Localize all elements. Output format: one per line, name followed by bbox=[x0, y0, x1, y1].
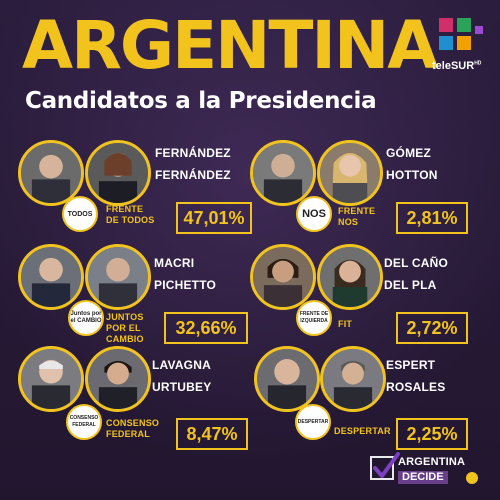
decide-line-1: ARGENTINA bbox=[398, 456, 466, 468]
party-name: DESPERTAR bbox=[334, 426, 391, 437]
party-line-1: DESPERTAR bbox=[334, 426, 391, 436]
party-logo-juntos: Juntos por el CAMBIO bbox=[68, 300, 104, 336]
argentina-decide-logo: ARGENTINA DECIDE bbox=[370, 452, 482, 488]
candidate-card-macri: Juntos por el CAMBIO MACRI PICHETTO JUNT… bbox=[18, 240, 248, 352]
candidate-photo-2 bbox=[85, 346, 151, 412]
candidate-names: ESPERT ROSALES bbox=[386, 354, 445, 398]
candidate-name-1: LAVAGNA bbox=[152, 358, 211, 372]
party-line-2: POR EL bbox=[106, 323, 141, 333]
candidate-name-2: FERNÁNDEZ bbox=[155, 168, 231, 182]
party-name: CONSENSO FEDERAL bbox=[106, 418, 159, 440]
candidate-name-2: URTUBEY bbox=[152, 380, 212, 394]
candidate-photo-2 bbox=[85, 140, 151, 206]
telesur-logo bbox=[439, 18, 483, 50]
candidate-name-2: DEL PLA bbox=[384, 278, 437, 292]
telesur-wordmark: teleSURHD bbox=[432, 60, 481, 72]
checkmark-icon bbox=[373, 452, 400, 478]
party-logo-text: DESPERTAR bbox=[297, 418, 329, 425]
party-logo-text: NOS bbox=[302, 207, 326, 220]
party-line-2: FEDERAL bbox=[106, 429, 150, 439]
vote-percent: 2,72% bbox=[396, 312, 468, 344]
party-line-3: CAMBIO bbox=[106, 334, 144, 344]
checkbox-icon bbox=[370, 456, 394, 480]
decide-line-2: DECIDE bbox=[398, 471, 448, 484]
candidate-names: MACRI PICHETTO bbox=[154, 252, 216, 296]
candidate-name-2: PICHETTO bbox=[154, 278, 217, 292]
party-logo-text: TODOS bbox=[67, 210, 93, 218]
decide-wordmark: ARGENTINA DECIDE bbox=[398, 456, 465, 484]
party-name: JUNTOS POR EL CAMBIO bbox=[106, 312, 144, 345]
party-line-1: FIT bbox=[338, 319, 353, 329]
party-logo-text: Juntos por el CAMBIO bbox=[70, 311, 102, 324]
party-line-1: CONSENSO bbox=[106, 418, 160, 428]
candidate-photo-2 bbox=[85, 244, 151, 310]
candidate-name-2: HOTTON bbox=[386, 168, 438, 182]
party-logo-nos: NOS bbox=[296, 196, 332, 232]
party-logo-text: CONSENSO FEDERAL bbox=[69, 415, 99, 428]
party-name: FIT bbox=[338, 319, 352, 330]
page-subtitle: Candidatos a la Presidencia bbox=[25, 88, 377, 114]
vote-percent: 47,01% bbox=[176, 202, 252, 234]
candidate-card-gomez: NOS FRENTE NOS GÓMEZ HOTTON 2,81% bbox=[250, 130, 480, 242]
party-line-2: DE TODOS bbox=[106, 215, 155, 225]
party-line-2: NOS bbox=[338, 217, 359, 227]
candidate-names: FERNÁNDEZ FERNÁNDEZ bbox=[155, 142, 231, 186]
candidate-photo-1 bbox=[250, 244, 316, 310]
page-title: ARGENTINA bbox=[22, 7, 438, 84]
candidate-photo-2 bbox=[317, 140, 383, 206]
candidate-names: LAVAGNA URTUBEY bbox=[152, 354, 211, 398]
candidate-name-2: ROSALES bbox=[386, 380, 446, 394]
candidate-card-del-cano: FRENTE DE IZQUIERDA DEL CAÑO DEL PLA FIT… bbox=[250, 240, 480, 352]
broadcaster-name: teleSUR bbox=[432, 60, 475, 72]
party-logo-consenso: CONSENSO FEDERAL bbox=[66, 404, 102, 440]
candidate-card-lavagna: CONSENSO FEDERAL LAVAGNA URTUBEY CONSENS… bbox=[18, 342, 248, 454]
candidate-name-1: DEL CAÑO bbox=[384, 256, 449, 270]
party-name: FRENTE DE TODOS bbox=[106, 204, 154, 226]
candidate-photo-1 bbox=[250, 140, 316, 206]
candidate-photo-1 bbox=[18, 346, 84, 412]
vote-percent: 8,47% bbox=[176, 418, 248, 450]
party-line-1: JUNTOS bbox=[106, 312, 144, 322]
candidate-photo-1 bbox=[254, 346, 320, 412]
candidate-name-1: MACRI bbox=[154, 256, 195, 270]
vote-percent: 32,66% bbox=[164, 312, 248, 344]
broadcaster-suffix: HD bbox=[474, 60, 482, 67]
vote-percent: 2,25% bbox=[396, 418, 468, 450]
candidate-name-1: GÓMEZ bbox=[386, 146, 431, 160]
candidate-photo-1 bbox=[18, 140, 84, 206]
party-logo-todos: TODOS bbox=[62, 196, 98, 232]
sun-icon bbox=[466, 472, 478, 484]
candidate-card-espert: DESPERTAR ESPERT ROSALES DESPERTAR 2,25% bbox=[250, 342, 480, 454]
candidate-photo-2 bbox=[317, 244, 383, 310]
candidate-name-1: ESPERT bbox=[386, 358, 436, 372]
party-line-1: FRENTE bbox=[338, 206, 376, 216]
vote-percent: 2,81% bbox=[396, 202, 468, 234]
party-logo-fit: FRENTE DE IZQUIERDA bbox=[296, 300, 332, 336]
candidate-photo-1 bbox=[18, 244, 84, 310]
candidate-card-fernandez: TODOS FERNÁNDEZ FERNÁNDEZ FRENTE DE TODO… bbox=[18, 130, 252, 242]
candidate-names: GÓMEZ HOTTON bbox=[386, 142, 438, 186]
candidate-names: DEL CAÑO DEL PLA bbox=[384, 252, 448, 296]
party-line-1: FRENTE bbox=[106, 204, 144, 214]
party-name: FRENTE NOS bbox=[338, 206, 375, 228]
party-logo-text: FRENTE DE IZQUIERDA bbox=[299, 311, 329, 324]
candidate-name-1: FERNÁNDEZ bbox=[155, 146, 231, 160]
candidate-photo-2 bbox=[320, 346, 386, 412]
party-logo-despertar: DESPERTAR bbox=[295, 404, 331, 440]
